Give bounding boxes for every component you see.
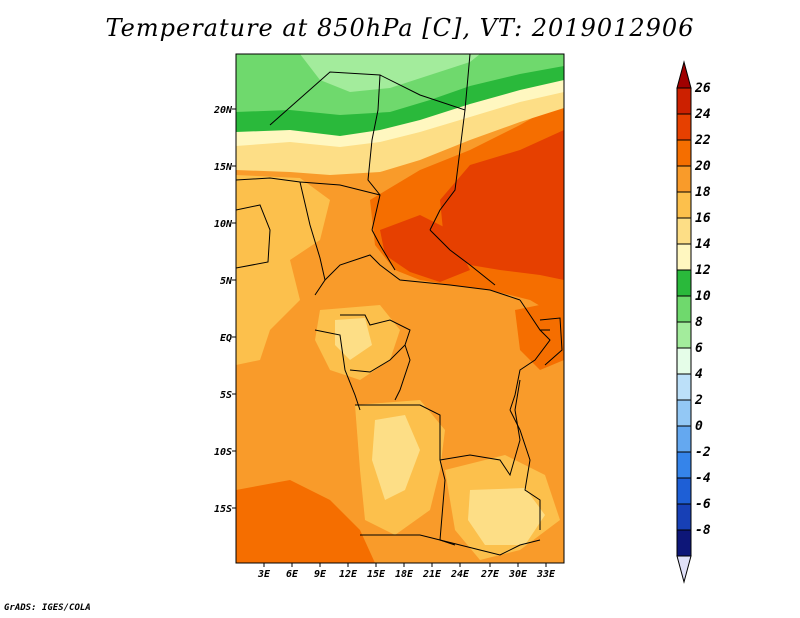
field-22-24-e xyxy=(515,300,564,370)
colorbar-label: 22 xyxy=(694,133,711,148)
lon-label: 3E xyxy=(257,569,271,580)
field-18-20-west xyxy=(236,175,330,365)
colorbar-label: 16 xyxy=(695,211,711,226)
colorbar-label: 4 xyxy=(695,367,703,382)
temperature-field xyxy=(236,54,564,563)
lon-label: 6E xyxy=(286,569,299,580)
lat-label: 10N xyxy=(214,219,233,230)
lon-axis: 3E 6E 9E 12E 15E 18E 21E 24E 27E 30E 33E xyxy=(257,569,556,580)
lat-label: 20N xyxy=(213,105,233,116)
colorbar-label: -2 xyxy=(695,445,711,460)
chart-title: Temperature at 850hPa [C], VT: 201901290… xyxy=(105,14,695,42)
colorbar-swatch xyxy=(676,529,692,557)
colorbar-swatch xyxy=(676,269,692,297)
lat-axis: 20N 15N 10N 5N EQ 5S 10S 15S xyxy=(213,105,233,515)
lon-label: 12E xyxy=(339,569,358,580)
colorbar-swatch xyxy=(676,503,692,531)
field-16-18-gabon xyxy=(335,318,372,360)
colorbar-label: 8 xyxy=(695,315,703,330)
colorbar-swatch xyxy=(676,87,692,115)
colorbar-swatch xyxy=(676,347,692,375)
lat-label: 10S xyxy=(214,447,232,458)
lon-label: 9E xyxy=(314,569,327,580)
colorbar-top-arrow xyxy=(676,60,692,89)
colorbar-swatch xyxy=(676,399,692,427)
map-frame xyxy=(235,53,565,564)
lat-label: 5S xyxy=(220,390,232,401)
axis-ticks xyxy=(232,108,547,567)
field-24-26-car xyxy=(380,215,470,282)
lon-label: 24E xyxy=(450,569,470,580)
credit-label: GrADS: IGES/COLA xyxy=(4,603,91,613)
colorbar-label: 20 xyxy=(694,159,711,174)
colorbar-swatch xyxy=(676,113,692,141)
colorbar-label: 14 xyxy=(695,237,711,252)
field-14-16-band xyxy=(236,78,564,147)
lon-label: 15E xyxy=(367,569,386,580)
colorbar-label: -8 xyxy=(695,523,711,538)
country-borders xyxy=(236,54,563,556)
lat-label: 15N xyxy=(214,162,233,173)
field-24-26-core xyxy=(440,130,564,280)
colorbar-bottom-arrow xyxy=(676,555,692,584)
lon-label: 21E xyxy=(422,569,442,580)
colorbar-label: 6 xyxy=(695,341,703,356)
colorbar-label: 24 xyxy=(694,107,711,122)
field-16-18-south xyxy=(468,488,545,545)
colorbar-swatch xyxy=(676,451,692,479)
lat-label: 5N xyxy=(220,276,233,287)
lat-label: 15S xyxy=(214,504,232,515)
colorbar-label: 18 xyxy=(695,185,711,200)
colorbar-label: 26 xyxy=(694,81,711,96)
field-16-18-band xyxy=(236,90,564,175)
lon-label: 33E xyxy=(536,569,556,580)
colorbar-swatch xyxy=(676,373,692,401)
field-8-10 xyxy=(300,54,480,92)
colorbar-swatch xyxy=(676,295,692,323)
colorbar-label: 0 xyxy=(695,419,703,434)
colorbar-swatch xyxy=(676,217,692,245)
colorbar-label: 10 xyxy=(695,289,711,304)
colorbar-swatch xyxy=(676,139,692,167)
field-22-24-sw xyxy=(236,480,375,563)
lon-label: 30E xyxy=(508,569,528,580)
colorbar-swatch xyxy=(676,477,692,505)
colorbar-swatch xyxy=(676,243,692,271)
colorbar-swatch xyxy=(676,321,692,349)
lon-label: 27E xyxy=(480,569,500,580)
colorbar-swatch xyxy=(676,191,692,219)
field-16-18-angola xyxy=(372,415,420,500)
colorbar-label: -4 xyxy=(695,471,711,486)
lat-label: EQ xyxy=(220,333,232,344)
lon-label: 18E xyxy=(395,569,414,580)
colorbar-label: 2 xyxy=(694,393,703,408)
colorbar-label: 12 xyxy=(695,263,711,278)
colorbar-label: -6 xyxy=(695,497,711,512)
colorbar-swatch xyxy=(676,425,692,453)
colorbar-swatch xyxy=(676,165,692,193)
